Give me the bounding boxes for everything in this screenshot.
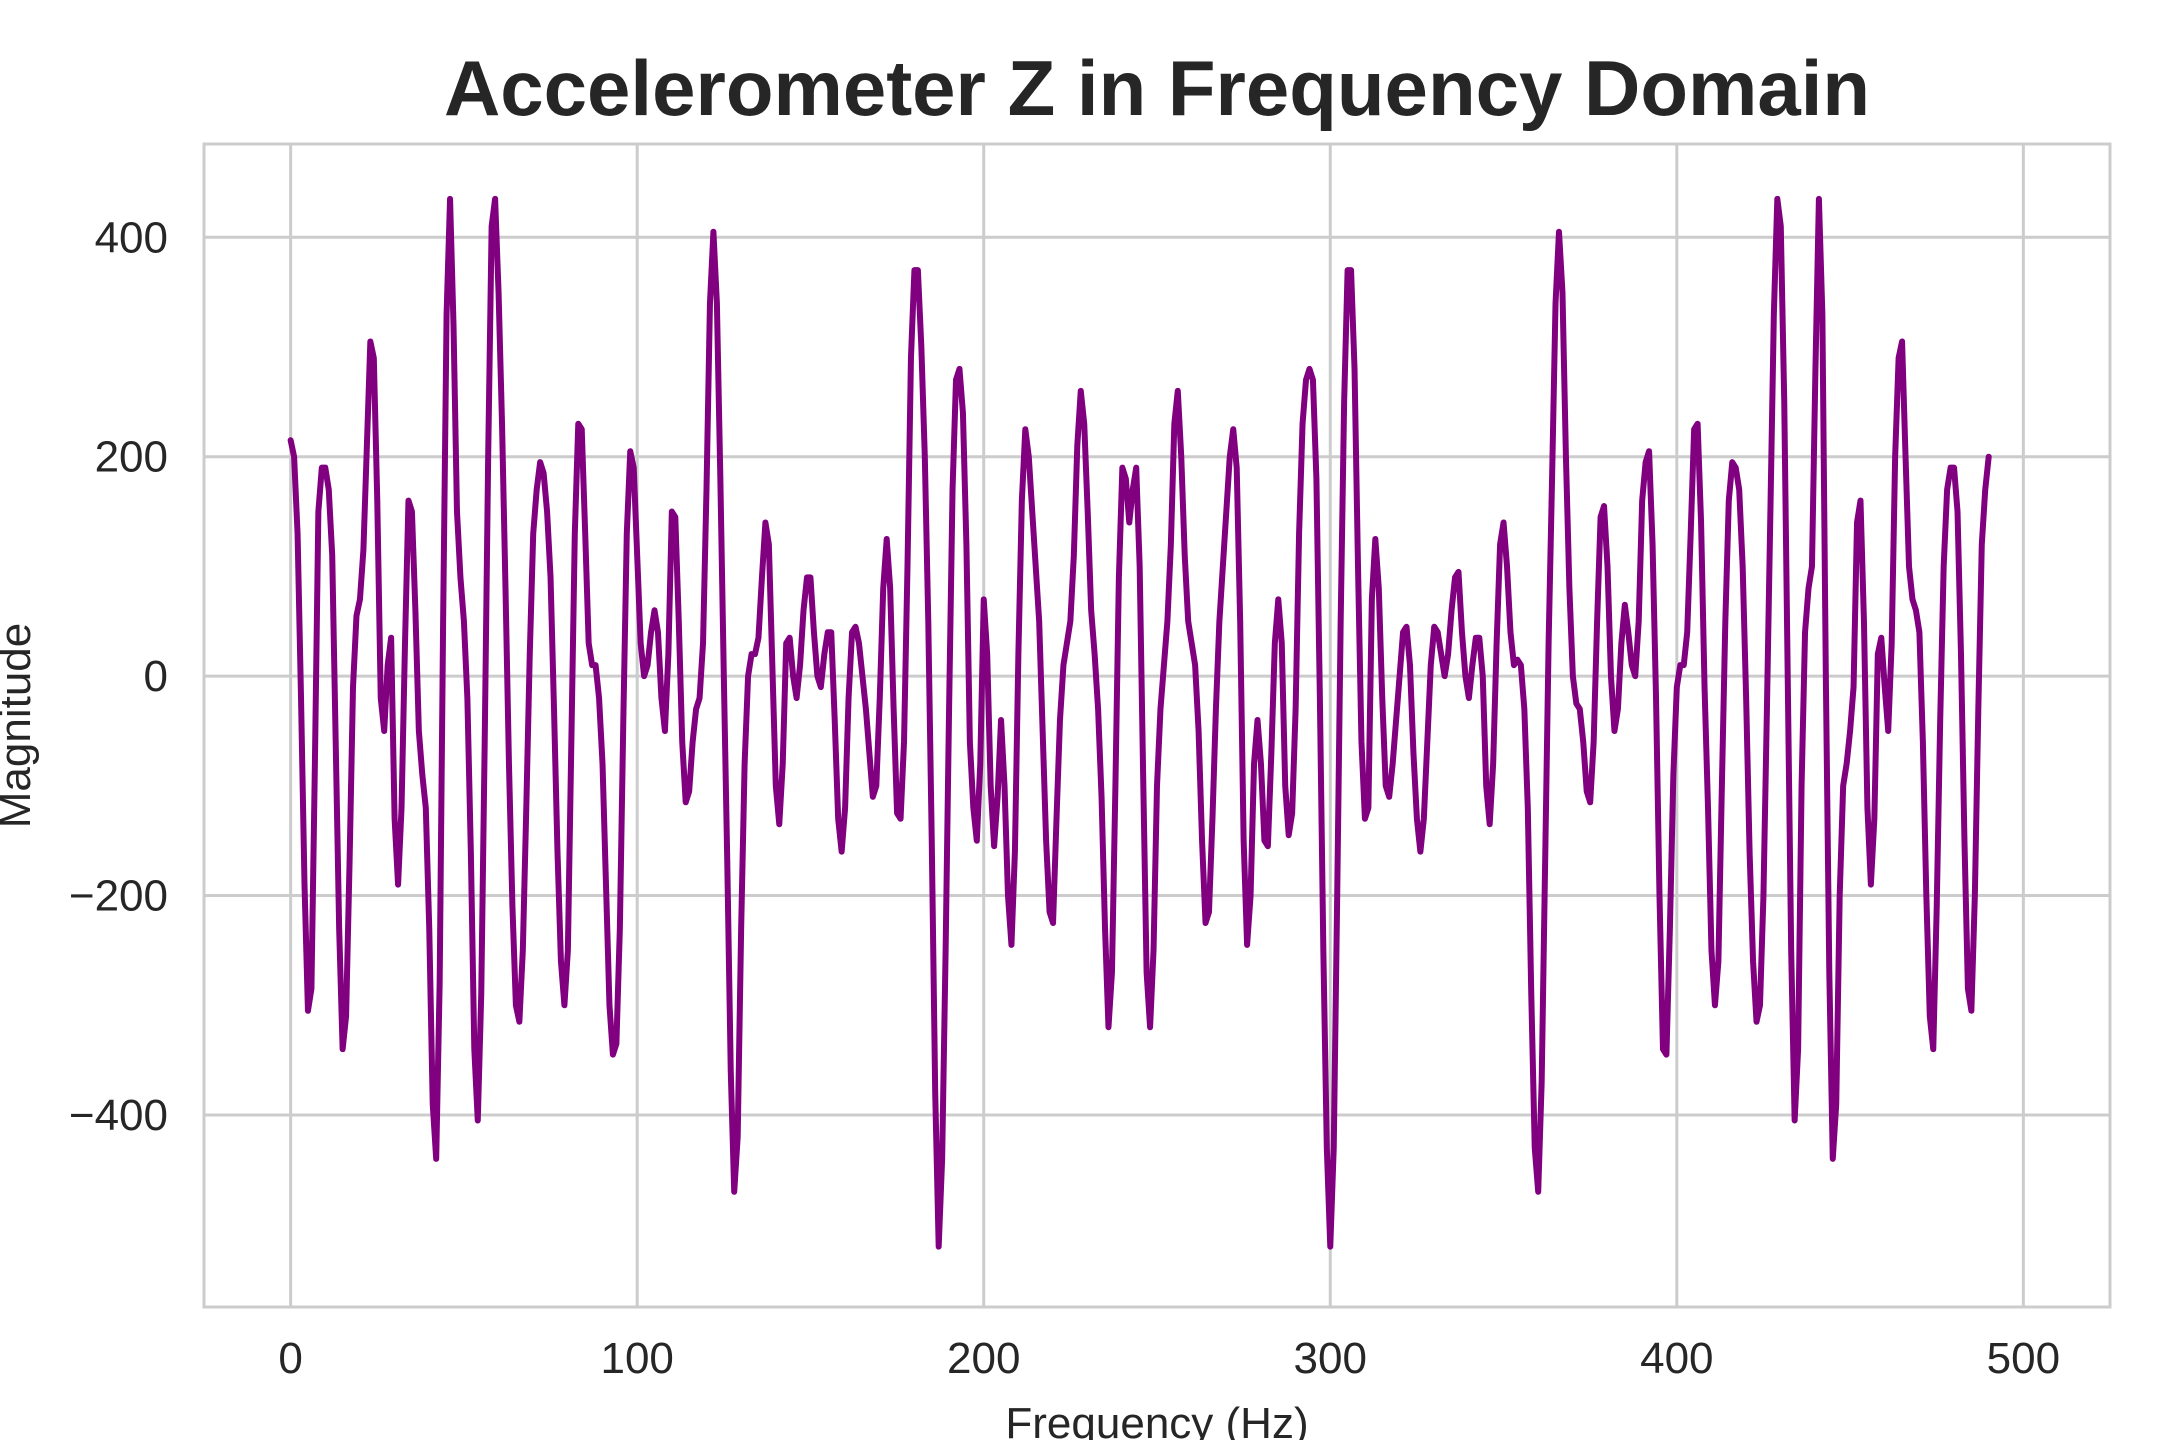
chart-title: Accelerometer Z in Frequency Domain bbox=[444, 44, 1870, 132]
x-tick-label: 100 bbox=[600, 1334, 673, 1383]
x-tick-label: 200 bbox=[947, 1334, 1020, 1383]
y-tick-label: 400 bbox=[95, 213, 168, 262]
x-axis-ticks: 0 100 200 300 400 500 bbox=[278, 1334, 2060, 1383]
series-layer bbox=[287, 195, 1992, 1250]
series-line bbox=[287, 195, 1992, 1250]
y-axis-ticks: −400 −200 0 200 400 bbox=[69, 213, 168, 1140]
plot-frame bbox=[202, 142, 2112, 1309]
x-axis-label: Frequency (Hz) bbox=[1005, 1399, 1308, 1440]
x-tick-label: 500 bbox=[1987, 1334, 2060, 1383]
x-tick-label: 0 bbox=[278, 1334, 302, 1383]
y-tick-label: 200 bbox=[95, 433, 168, 482]
y-tick-label: 0 bbox=[144, 652, 168, 701]
y-axis-label: Magnitude bbox=[0, 623, 40, 828]
y-tick-label: −200 bbox=[69, 872, 168, 921]
y-tick-label: −400 bbox=[69, 1091, 168, 1140]
x-tick-label: 300 bbox=[1294, 1334, 1367, 1383]
x-tick-label: 400 bbox=[1640, 1334, 1713, 1383]
